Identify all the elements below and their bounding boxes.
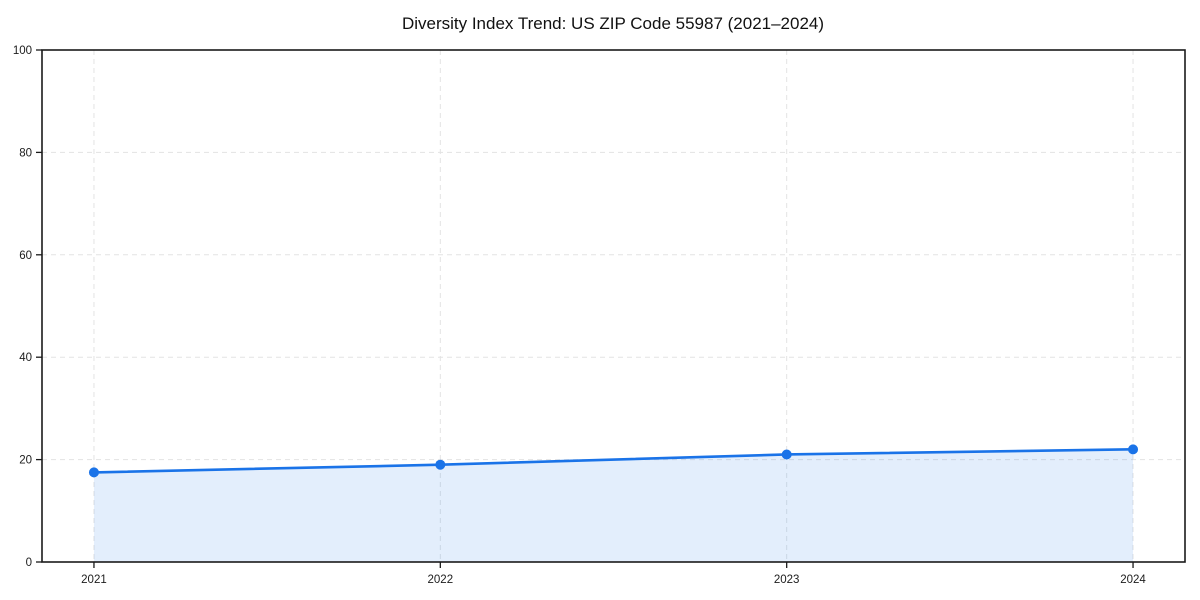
- y-tick-label: 0: [26, 557, 32, 569]
- y-tick-label: 100: [13, 45, 32, 57]
- y-tick-label: 20: [19, 455, 32, 467]
- y-tick-label: 80: [19, 147, 32, 159]
- plot-area: 0 20 40 60 80 100 2021 2022 2023 2024: [13, 45, 1186, 586]
- x-tick-label: 2021: [81, 574, 107, 586]
- axes-spines: [41, 49, 1186, 563]
- data-point: [781, 449, 792, 460]
- data-point: [1128, 444, 1139, 455]
- x-tick-label: 2023: [774, 574, 800, 586]
- data-point: [88, 467, 99, 478]
- y-tick-label: 40: [19, 352, 32, 364]
- area-fill: [93, 449, 1134, 562]
- chart-title: Diversity Index Trend: US ZIP Code 55987…: [402, 14, 824, 33]
- y-tick-label: 60: [19, 250, 32, 262]
- x-tick-label: 2022: [428, 574, 454, 586]
- data-point: [435, 459, 446, 470]
- x-tick-label: 2024: [1120, 574, 1146, 586]
- data-line: [92, 448, 1135, 474]
